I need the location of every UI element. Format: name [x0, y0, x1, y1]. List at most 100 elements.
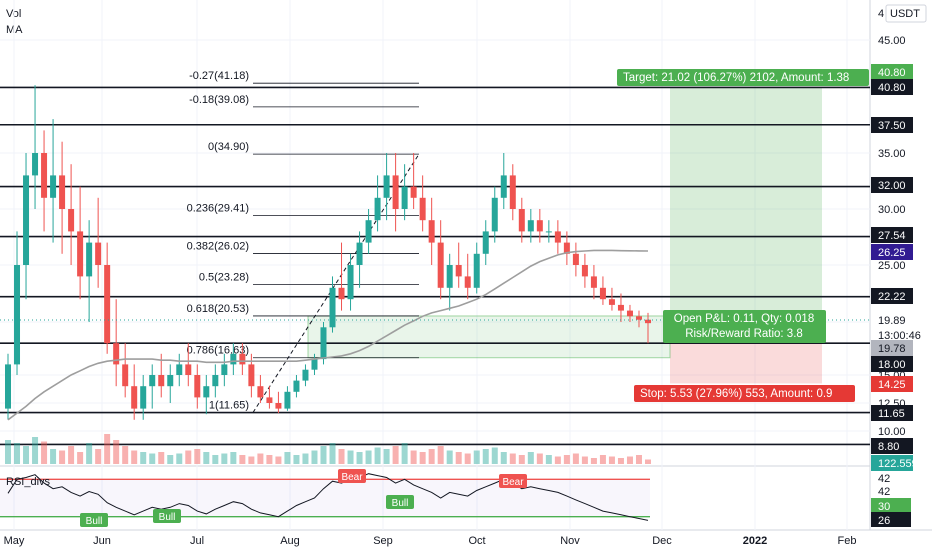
- ma-price-badge: 26.25: [878, 247, 906, 259]
- volume-bar: [581, 456, 588, 464]
- candle-body: [14, 265, 21, 365]
- rsi-axis-label: 26: [878, 515, 890, 527]
- volume-bar: [194, 449, 201, 464]
- time-tick-label: Feb: [838, 535, 857, 547]
- volume-bar: [113, 440, 120, 464]
- level-price-badge-box: [871, 288, 913, 304]
- volume-bar: [437, 446, 444, 464]
- time-tick-label: Dec: [652, 535, 672, 547]
- candle-body: [428, 220, 435, 243]
- rsi-band: [0, 479, 650, 517]
- volume-bar: [428, 449, 435, 464]
- candle-body: [446, 265, 453, 288]
- volume-bar: [167, 455, 174, 464]
- volume-bar: [599, 455, 606, 464]
- candle-body: [545, 231, 552, 233]
- candle-body: [140, 386, 147, 409]
- settings-glyph[interactable]: 4: [878, 8, 884, 20]
- fib-level-label: 0.236(29.41): [187, 203, 249, 215]
- volume-bar: [311, 450, 318, 464]
- candle-body: [104, 265, 111, 344]
- candle-body: [455, 265, 462, 277]
- volume-bar: [392, 446, 399, 464]
- ma-legend[interactable]: MA: [6, 24, 23, 36]
- volume-bar: [50, 449, 57, 464]
- candle-body: [635, 316, 642, 320]
- volume-bar: [491, 447, 498, 464]
- candle-body: [392, 175, 399, 209]
- time-tick-label: Jul: [190, 535, 204, 547]
- candle-body: [239, 353, 246, 365]
- time-tick-label: Nov: [560, 535, 580, 547]
- current-price-badge-box: [871, 312, 913, 328]
- level-price-badge: 18.00: [878, 359, 906, 371]
- candle-body: [581, 265, 588, 277]
- rsi-axis-label: 42: [878, 486, 890, 498]
- volume-bar: [104, 434, 111, 464]
- level-price-badge-box: [871, 177, 913, 193]
- volume-bar: [419, 452, 426, 464]
- volume-bar: [32, 437, 39, 464]
- volume-bar: [545, 455, 552, 464]
- volume-bar: [500, 452, 507, 464]
- rsi-axis-badge: [871, 498, 911, 513]
- rsi-signal-badge: [80, 513, 108, 527]
- candle-body: [275, 403, 282, 409]
- volume-value-badge: 122.559K: [878, 458, 926, 470]
- candle-body: [185, 364, 192, 375]
- currency-label[interactable]: USDT: [890, 8, 920, 20]
- volume-bar: [617, 458, 624, 464]
- rsi-axis-label: 42: [878, 473, 890, 485]
- level-price-badge: 40.80: [878, 82, 906, 94]
- price-badges: 40.80 40.80 37.50 32.00 27.54 22.22 18.00 11.65…: [0, 64, 926, 471]
- rsi-signal-label: Bull: [86, 516, 103, 527]
- target-label-box[interactable]: [617, 69, 869, 86]
- stop-label-box[interactable]: [634, 385, 855, 402]
- volume-bar: [257, 453, 264, 464]
- volume-bar: [203, 452, 210, 464]
- fib-level-label: 0.382(26.02): [187, 241, 249, 253]
- volume-bar: [140, 452, 147, 464]
- target-price-badge-box: [871, 64, 913, 80]
- price-tick-label: 10.00: [878, 426, 906, 438]
- pnl-label: Open P&L: 0.11, Qty: 0.018: [674, 313, 814, 325]
- pnl-box[interactable]: [663, 310, 826, 343]
- volume-bar: [563, 455, 570, 464]
- volume-bar: [68, 446, 75, 464]
- time-tick-label: May: [4, 535, 25, 547]
- rsi-signal-badge: [499, 474, 527, 488]
- fib-level-label: -0.27(41.18): [189, 70, 249, 82]
- candle-body: [50, 175, 57, 198]
- volume-bar: [590, 458, 597, 464]
- current-price-badge: 19.89: [878, 315, 906, 327]
- candle-body: [419, 197, 426, 221]
- candle-body: [122, 364, 129, 387]
- volume-bar: [455, 452, 462, 464]
- level-price-badge-box: [871, 438, 913, 454]
- stop-price-badge: 14.25: [878, 379, 906, 391]
- volume-bar: [554, 456, 561, 464]
- candle-body: [338, 287, 345, 300]
- candle-body: [41, 153, 48, 198]
- candle-body: [86, 242, 93, 277]
- rsi-signal-badge: [153, 509, 181, 523]
- time-axis-labels: May Jun Jul Aug Sep Oct Nov Dec 2022 Feb: [4, 535, 857, 547]
- candle-body: [212, 375, 219, 387]
- volume-bar: [347, 450, 354, 464]
- candle-body: [266, 397, 273, 403]
- price-tick-label: 30.00: [878, 204, 906, 216]
- rsi-title[interactable]: RSI_divs: [6, 476, 51, 488]
- candle-body: [194, 375, 201, 398]
- candle-body: [32, 153, 39, 176]
- volume-bar: [185, 450, 192, 464]
- level-price-badge-box: [871, 356, 913, 372]
- candle-body: [293, 380, 300, 392]
- volume-bar: [383, 449, 390, 464]
- currency-badge[interactable]: [885, 4, 927, 23]
- candle-body: [5, 364, 11, 409]
- candle-body: [230, 353, 237, 365]
- volume-bar: [5, 440, 11, 464]
- rsi-axis-badge: [871, 470, 911, 485]
- volume-bar: [149, 453, 156, 464]
